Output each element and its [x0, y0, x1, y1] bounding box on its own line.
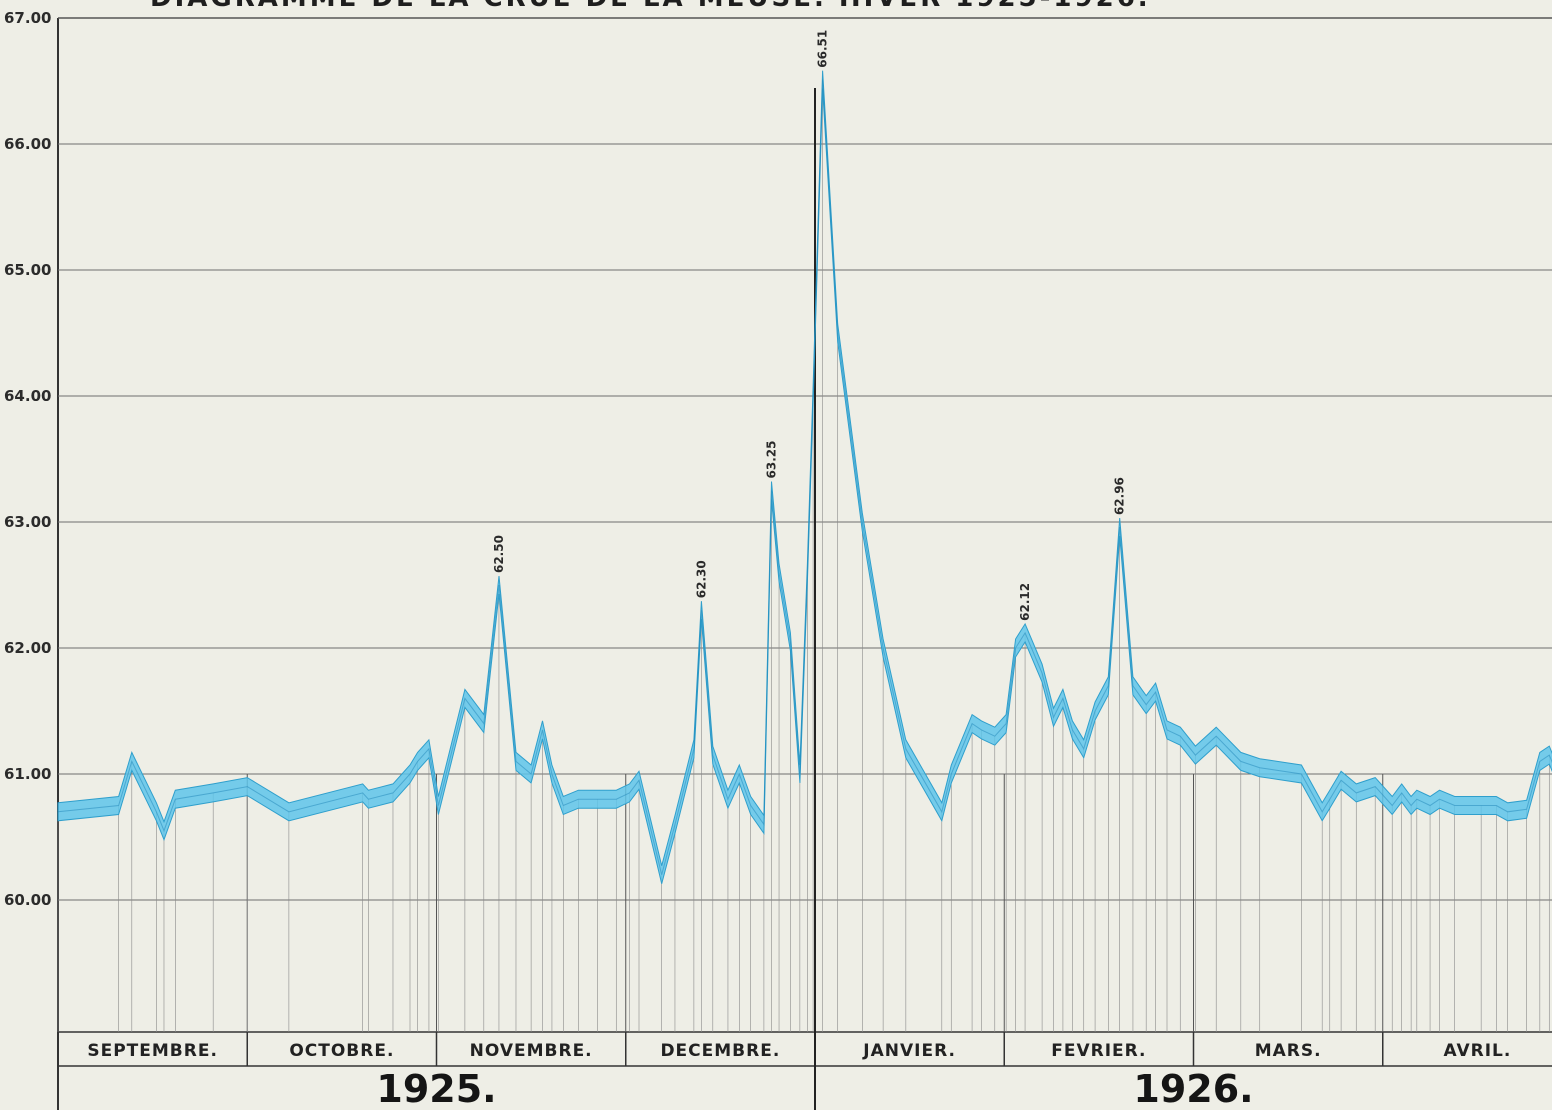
y-tick-label: 65.00	[4, 261, 51, 279]
y-tick-label: 63.00	[4, 513, 51, 531]
peak-label: 62.30	[694, 560, 708, 598]
peak-label: 63.25	[764, 441, 778, 479]
month-label: JANVIER.	[862, 1041, 956, 1061]
peak-label: 62.12	[1018, 583, 1032, 621]
month-label: SEPTEMBRE.	[87, 1041, 218, 1061]
grid	[57, 17, 1552, 1110]
month-label: NOVEMBRE.	[470, 1041, 593, 1061]
y-axis: 67.00 66.00 65.00 64.00 63.00 62.00 61.00 60.00	[4, 9, 51, 909]
year-labels: 1925. 1926.	[376, 1067, 1253, 1110]
chart-title: DIAGRAMME DE LA CRUE DE LA MEUSE. HIVER …	[150, 0, 1151, 13]
year-label: 1926.	[1133, 1067, 1253, 1110]
drop-lines	[57, 79, 1550, 1032]
peak-label: 62.50	[492, 535, 506, 573]
water-level-line	[57, 79, 1552, 875]
peak-labels: 62.50 62.30 63.25 66.51 62.12 62.96	[492, 30, 1127, 621]
y-tick-label: 66.00	[4, 135, 51, 153]
y-tick-label: 64.00	[4, 387, 51, 405]
month-labels: SEPTEMBRE. OCTOBRE. NOVEMBRE. DECEMBRE. JANV…	[87, 1041, 1511, 1061]
month-label: MARS.	[1255, 1041, 1322, 1061]
y-tick-label: 67.00	[4, 9, 51, 27]
month-label: DECEMBRE.	[660, 1041, 780, 1061]
y-tick-label: 62.00	[4, 639, 51, 657]
peak-label: 66.51	[816, 30, 830, 68]
peak-label: 62.96	[1113, 477, 1127, 515]
water-level-band	[57, 70, 1552, 884]
year-label: 1925.	[376, 1067, 496, 1110]
series-band	[57, 70, 1552, 884]
month-label: FEVRIER.	[1051, 1041, 1146, 1061]
month-label: AVRIL.	[1443, 1041, 1511, 1061]
month-label: OCTOBRE.	[289, 1041, 394, 1061]
y-tick-label: 61.00	[4, 765, 51, 783]
y-tick-label: 60.00	[4, 891, 51, 909]
